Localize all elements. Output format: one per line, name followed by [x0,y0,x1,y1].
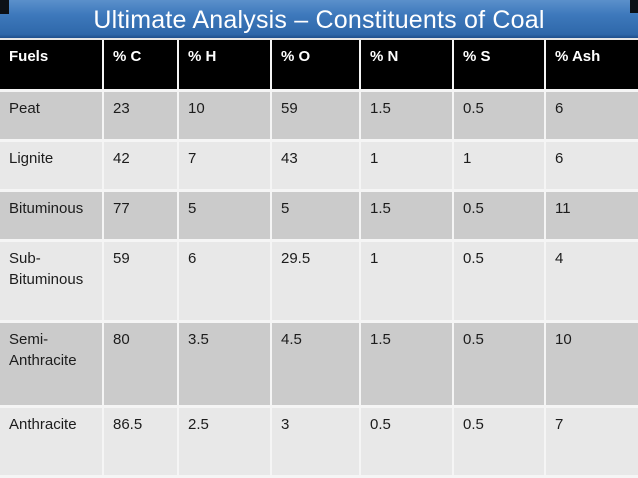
value-cell: 1.5 [361,192,452,239]
table-row: Anthracite 86.5 2.5 3 0.5 0.5 7 [0,408,638,475]
table-row: Lignite 42 7 43 1 1 6 [0,142,638,189]
value-cell: 1 [454,142,544,189]
value-cell: 0.5 [454,408,544,475]
coal-analysis-table: Fuels% C% H% O% N% S% Ash Peat 23 10 59 1.5 0… [0,40,638,475]
value-cell: 1 [361,242,452,320]
value-cell: 3 [272,408,359,475]
value-cell: 6 [546,92,638,139]
column-header: % S [454,40,544,89]
value-cell: 0.5 [454,242,544,320]
fuel-name-cell: Sub-Bituminous [0,242,102,320]
table-row: Peat 23 10 59 1.5 0.5 6 [0,92,638,139]
value-cell: 59 [272,92,359,139]
corner-artifact-right [630,0,638,13]
value-cell: 77 [104,192,177,239]
page-title: Ultimate Analysis – Constituents of Coal [93,5,545,34]
value-cell: 4.5 [272,323,359,405]
table-row: Semi-Anthracite 80 3.5 4.5 1.5 0.5 10 [0,323,638,405]
value-cell: 29.5 [272,242,359,320]
column-header: % N [361,40,452,89]
value-cell: 1 [361,142,452,189]
value-cell: 80 [104,323,177,405]
value-cell: 5 [179,192,270,239]
value-cell: 0.5 [454,92,544,139]
value-cell: 6 [546,142,638,189]
fuel-name-cell: Semi-Anthracite [0,323,102,405]
column-header: % C [104,40,177,89]
column-header: % H [179,40,270,89]
value-cell: 11 [546,192,638,239]
value-cell: 7 [546,408,638,475]
fuel-name-cell: Peat [0,92,102,139]
value-cell: 0.5 [454,192,544,239]
value-cell: 10 [546,323,638,405]
fuel-name-cell: Anthracite [0,408,102,475]
value-cell: 86.5 [104,408,177,475]
value-cell: 23 [104,92,177,139]
table-row: Sub-Bituminous 59 6 29.5 1 0.5 4 [0,242,638,320]
table-body: Peat 23 10 59 1.5 0.5 6 Lignite 42 7 43 1 1 6 Bitumino… [0,92,638,475]
value-cell: 5 [272,192,359,239]
value-cell: 1.5 [361,92,452,139]
value-cell: 10 [179,92,270,139]
table-row: Bituminous 77 5 5 1.5 0.5 11 [0,192,638,239]
value-cell: 0.5 [361,408,452,475]
fuel-name-cell: Lignite [0,142,102,189]
value-cell: 0.5 [454,323,544,405]
value-cell: 42 [104,142,177,189]
value-cell: 59 [104,242,177,320]
column-header: % O [272,40,359,89]
table-header-row: Fuels% C% H% O% N% S% Ash [0,40,638,89]
value-cell: 4 [546,242,638,320]
value-cell: 1.5 [361,323,452,405]
corner-artifact-left [0,0,9,14]
value-cell: 7 [179,142,270,189]
value-cell: 6 [179,242,270,320]
value-cell: 2.5 [179,408,270,475]
slide-title-bar: Ultimate Analysis – Constituents of Coal [0,0,638,40]
value-cell: 3.5 [179,323,270,405]
column-header: % Ash [546,40,638,89]
value-cell: 43 [272,142,359,189]
column-header: Fuels [0,40,102,89]
fuel-name-cell: Bituminous [0,192,102,239]
